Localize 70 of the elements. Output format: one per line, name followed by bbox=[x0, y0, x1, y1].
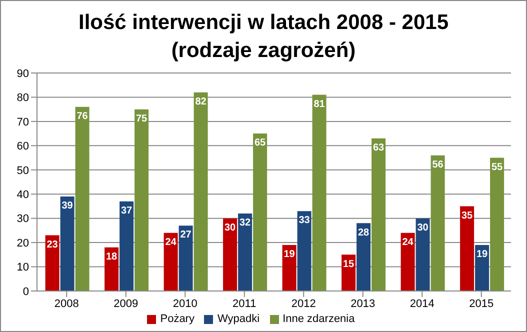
bar bbox=[75, 106, 90, 291]
y-tick-label: 50 bbox=[16, 164, 29, 177]
x-tick-label: 2010 bbox=[172, 298, 198, 310]
x-tick-label: 2015 bbox=[469, 298, 494, 310]
bar bbox=[475, 244, 490, 291]
data-label: 24 bbox=[165, 236, 177, 248]
x-tick-label: 2014 bbox=[410, 298, 434, 310]
bar bbox=[134, 109, 149, 291]
data-label: 56 bbox=[432, 159, 444, 170]
bar bbox=[178, 226, 193, 291]
x-tick-label: 2011 bbox=[232, 298, 256, 310]
data-label: 55 bbox=[491, 162, 504, 173]
data-label: 27 bbox=[180, 230, 192, 241]
y-tick-label: 70 bbox=[16, 116, 29, 128]
x-tick-label: 2012 bbox=[291, 298, 316, 310]
data-label: 24 bbox=[402, 236, 414, 248]
data-label: 65 bbox=[254, 138, 266, 149]
y-tick-label: 10 bbox=[16, 262, 29, 274]
bar bbox=[120, 201, 134, 291]
y-tick-label: 90 bbox=[16, 68, 29, 80]
bar bbox=[104, 247, 119, 291]
data-label: 30 bbox=[417, 222, 429, 234]
bar bbox=[238, 213, 252, 291]
bar bbox=[416, 218, 430, 291]
bar bbox=[312, 94, 326, 291]
x-tick-label: 2008 bbox=[54, 298, 79, 310]
bar bbox=[490, 158, 504, 291]
data-label: 30 bbox=[224, 222, 236, 234]
data-label: 39 bbox=[62, 200, 74, 212]
data-label: 15 bbox=[342, 258, 355, 270]
bar bbox=[164, 232, 178, 291]
legend-label: Pożary bbox=[160, 313, 194, 325]
bar bbox=[60, 196, 74, 291]
y-tick-label: 80 bbox=[16, 92, 29, 104]
bar bbox=[297, 211, 312, 291]
chart-title: Ilość interwencji w latach 2008 - 2015 (rodzaje zagrożeń) bbox=[77, 10, 450, 64]
data-label: 82 bbox=[195, 96, 207, 108]
y-tick-label: 40 bbox=[16, 189, 29, 202]
x-tick-label: 2009 bbox=[114, 298, 138, 310]
data-label: 28 bbox=[358, 227, 370, 238]
bar bbox=[194, 92, 208, 291]
y-tick-label: 20 bbox=[16, 237, 29, 250]
x-tick-label: 2013 bbox=[350, 298, 376, 310]
y-tick-label: 30 bbox=[16, 213, 29, 226]
data-label: 23 bbox=[46, 239, 58, 250]
bar bbox=[460, 206, 474, 291]
bar bbox=[430, 155, 445, 291]
bar bbox=[342, 254, 356, 291]
bar bbox=[372, 138, 386, 291]
bar bbox=[282, 244, 296, 291]
legend-label: Wypadki bbox=[217, 313, 260, 325]
legend-label: Inne zdarzenia bbox=[282, 313, 355, 325]
bar bbox=[253, 134, 268, 291]
bar bbox=[400, 232, 415, 291]
data-label: 32 bbox=[239, 218, 252, 229]
y-tick-label: 0 bbox=[22, 286, 29, 298]
data-label: 19 bbox=[476, 249, 488, 260]
data-label: 81 bbox=[314, 98, 326, 110]
data-label: 75 bbox=[136, 113, 148, 124]
bar bbox=[356, 223, 371, 291]
bar bbox=[223, 218, 238, 291]
data-label: 76 bbox=[76, 111, 88, 122]
data-label: 63 bbox=[372, 142, 385, 154]
data-label: 18 bbox=[106, 252, 118, 262]
data-label: 33 bbox=[298, 215, 310, 226]
bar bbox=[45, 235, 60, 291]
data-label: 19 bbox=[284, 249, 296, 260]
data-label: 35 bbox=[461, 210, 474, 222]
y-tick-label: 60 bbox=[16, 140, 29, 153]
data-label: 37 bbox=[120, 205, 133, 216]
